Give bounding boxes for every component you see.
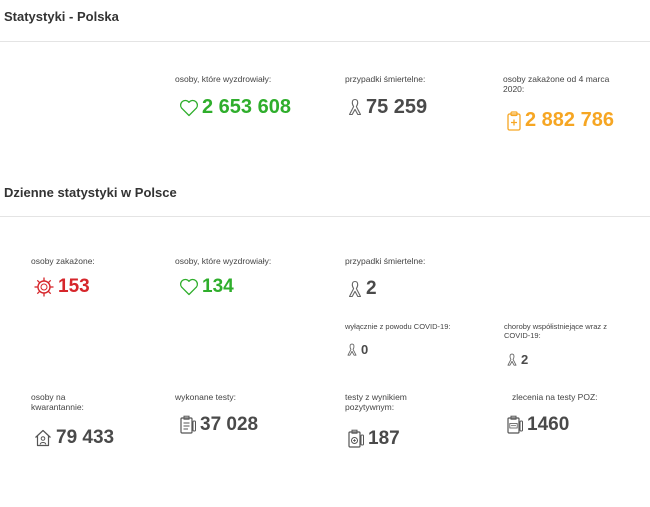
daily-tests-value: 37 028: [200, 414, 259, 435]
daily-quarantine-value: 79 433: [56, 427, 115, 448]
test-kit-icon: [179, 415, 197, 435]
virus-icon: [33, 276, 55, 298]
clipboard-plus-icon: [506, 110, 522, 131]
daily-infected-value: 153: [58, 276, 90, 297]
summary-divider: [0, 41, 650, 42]
daily-poz-orders-label: zlecenia na testy POZ:: [512, 392, 598, 402]
daily-recovered-label: osoby, które wyzdrowiały:: [175, 256, 272, 266]
poz-order-icon: [506, 415, 524, 435]
daily-poz-orders: 1460: [506, 414, 569, 436]
daily-tests-label: wykonane testy:: [175, 392, 236, 402]
summary-infected-label: osoby zakażone od 4 marca 2020:: [503, 74, 610, 94]
heart-icon: [179, 99, 199, 117]
ribbon-icon: [347, 280, 363, 299]
daily-deaths: 2: [347, 278, 377, 300]
summary-infected: 2 882 786: [506, 109, 614, 132]
daily-infected-label: osoby zakażone:: [31, 256, 95, 266]
daily-deaths-label: przypadki śmiertelne:: [345, 256, 426, 266]
daily-deaths-comorbid-value: 2: [521, 352, 529, 367]
daily-recovered: 134: [179, 276, 234, 298]
positive-test-icon: [347, 429, 365, 449]
summary-recovered-label: osoby, które wyzdrowiały:: [175, 74, 272, 84]
ribbon-icon: [506, 353, 518, 367]
daily-deaths-covid-only-value: 0: [361, 342, 369, 357]
daily-quarantine-label: osoby na kwarantannie:: [31, 392, 84, 412]
daily-divider: [0, 216, 650, 217]
house-person-icon: [33, 428, 53, 448]
daily-recovered-value: 134: [202, 276, 234, 297]
summary-deaths: 75 259: [347, 96, 427, 119]
summary-recovered: 2 653 608: [179, 96, 291, 119]
summary-deaths-label: przypadki śmiertelne:: [345, 74, 426, 84]
daily-infected: 153: [33, 276, 90, 298]
ribbon-icon: [347, 98, 363, 117]
daily-quarantine: 79 433: [33, 427, 114, 449]
daily-tests: 37 028: [179, 414, 258, 436]
daily-deaths-comorbid-label: choroby współistniejące wraz z COVID-19:: [504, 322, 607, 340]
daily-deaths-covid-only: 0: [346, 342, 368, 357]
summary-deaths-value: 75 259: [366, 96, 428, 118]
daily-deaths-value: 2: [366, 278, 377, 299]
daily-deaths-comorbid: 2: [506, 352, 528, 367]
daily-positive-tests-label: testy z wynikiem pozytywnym:: [345, 392, 407, 412]
daily-positive-tests: 187: [347, 428, 400, 450]
daily-deaths-covid-only-label: wyłącznie z powodu COVID-19:: [345, 322, 451, 331]
daily-poz-orders-value: 1460: [527, 414, 570, 435]
ribbon-icon: [346, 343, 358, 357]
daily-positive-tests-value: 187: [368, 428, 400, 449]
summary-infected-value: 2 882 786: [525, 109, 614, 131]
heart-icon: [179, 278, 199, 296]
summary-title: Statystyki - Polska: [4, 9, 119, 24]
daily-title: Dzienne statystyki w Polsce: [4, 185, 177, 200]
summary-recovered-value: 2 653 608: [202, 96, 291, 118]
